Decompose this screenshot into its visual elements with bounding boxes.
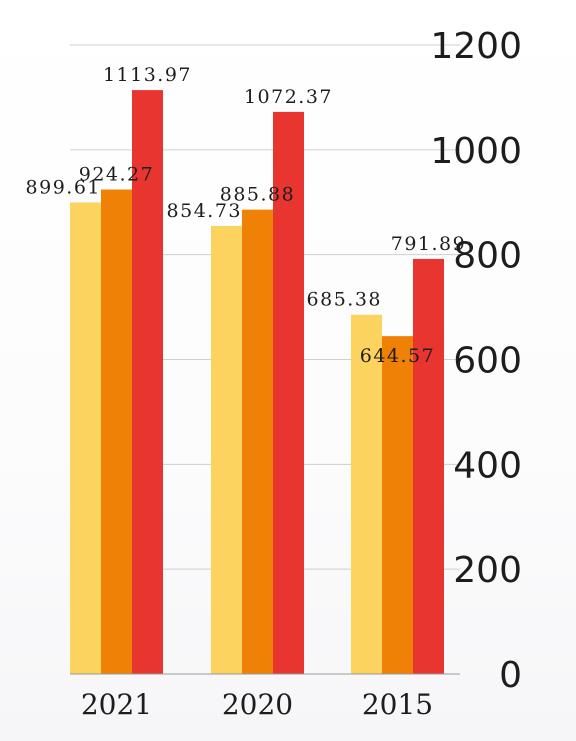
bar-2015-series-1 <box>351 314 382 674</box>
x-tick-label-2021: 2021 <box>81 688 152 721</box>
data-label-2020-series-1: 854.73 <box>167 200 242 222</box>
bars <box>70 90 444 675</box>
data-label-2015-series-2: 644.57 <box>360 345 435 367</box>
y-tick-label-600: 600 <box>453 341 522 382</box>
x-tick-label-2020: 2020 <box>222 688 293 721</box>
x-axis-ticks: 2021 2020 2015 <box>81 688 433 721</box>
y-tick-label-800: 800 <box>453 236 522 277</box>
bar-2015-series-3 <box>413 258 444 674</box>
data-label-2015-series-3: 791.89 <box>391 233 466 255</box>
bar-2020-series-1 <box>211 225 242 675</box>
y-tick-label-200: 200 <box>453 550 522 591</box>
y-tick-label-1200: 1200 <box>430 26 522 67</box>
x-tick-label-2015: 2015 <box>362 688 433 721</box>
bar-2020-series-3 <box>273 111 304 674</box>
data-label-2021-series-1: 899.61 <box>26 176 101 198</box>
bar-2021-series-2 <box>101 189 132 674</box>
bar-2020-series-2 <box>242 209 273 674</box>
y-tick-label-1000: 1000 <box>430 131 522 172</box>
bar-2015-series-2 <box>382 336 413 674</box>
y-axis-ticks: 0 200 400 600 800 1000 1200 <box>430 26 522 696</box>
bar-2021-series-1 <box>70 202 101 675</box>
bar-2021-series-3 <box>132 90 163 674</box>
y-tick-label-400: 400 <box>453 445 522 486</box>
data-label-2015-series-1: 685.38 <box>307 289 382 311</box>
data-label-2021-series-3: 1113.97 <box>103 64 192 86</box>
data-label-2021-series-2: 924.27 <box>79 164 154 186</box>
data-label-2020-series-2: 885.88 <box>220 184 295 206</box>
data-label-2020-series-3: 1072.37 <box>244 86 333 108</box>
y-tick-label-0: 0 <box>499 655 522 696</box>
